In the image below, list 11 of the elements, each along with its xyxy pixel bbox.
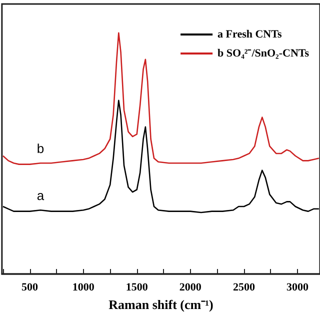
annotation: b — [36, 141, 44, 156]
legend-label: b SO₄²⁻/SnO₂-CNTs — [218, 48, 310, 60]
legend-label: a Fresh CNTs — [218, 28, 282, 40]
x-tick-label: 3000 — [286, 282, 310, 294]
annotation: a — [36, 188, 45, 204]
x-axis-title: Raman shift (cm⁻¹) — [108, 297, 214, 312]
x-tick-label: 1000 — [72, 282, 95, 294]
x-tick-label: 2500 — [232, 282, 256, 294]
x-tick-label: 500 — [22, 282, 39, 294]
x-tick-label: 2000 — [179, 282, 202, 294]
x-tick-label: 1500 — [126, 282, 148, 294]
